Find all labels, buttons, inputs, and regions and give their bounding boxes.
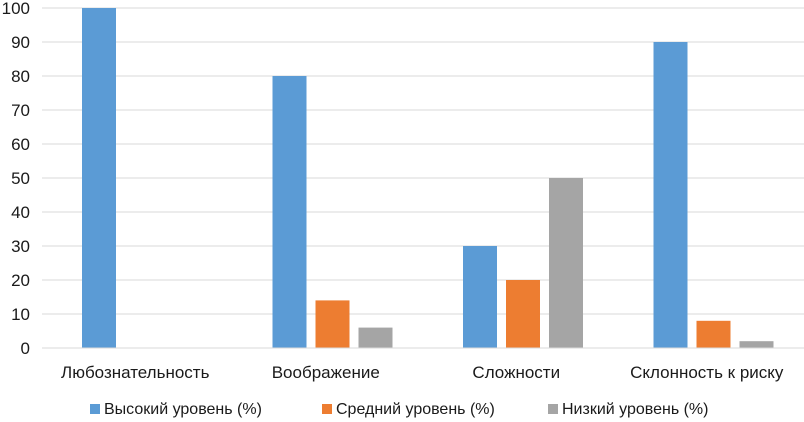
y-tick-label: 100 — [2, 0, 30, 18]
y-tick-label: 0 — [21, 339, 30, 358]
y-tick-label: 20 — [11, 271, 30, 290]
x-category-label: Воображение — [272, 363, 380, 382]
x-category-label: Сложности — [472, 363, 560, 382]
legend-label: Низкий уровень (%) — [562, 401, 708, 418]
legend-label: Высокий уровень (%) — [104, 401, 262, 418]
y-tick-label: 60 — [11, 135, 30, 154]
gridlines — [42, 7, 804, 315]
y-tick-label: 90 — [11, 33, 30, 52]
bar-3-1 — [696, 320, 731, 348]
y-tick-label: 30 — [11, 237, 30, 256]
bar-3-2 — [739, 341, 774, 348]
bars — [82, 8, 774, 348]
bar-3-0 — [653, 42, 688, 348]
y-axis-tick-labels: 0 10 20 30 40 50 60 70 80 90 100 — [2, 0, 30, 358]
bar-1-1 — [315, 300, 350, 348]
legend-swatch — [548, 404, 558, 414]
bar-2-2 — [549, 178, 583, 348]
legend-label: Средний уровень (%) — [336, 401, 495, 418]
bar-2-1 — [506, 280, 540, 348]
x-category-label: Склонность к риску — [630, 363, 784, 382]
x-category-label: Любознательность — [61, 363, 210, 382]
legend-swatch — [322, 404, 332, 414]
legend: Высокий уровень (%) Средний уровень (%) Ни… — [90, 401, 708, 418]
bar-2-0 — [463, 246, 497, 348]
y-tick-label: 70 — [11, 101, 30, 120]
bar-0-0 — [82, 8, 116, 348]
y-tick-label: 10 — [11, 305, 30, 324]
y-tick-label: 40 — [11, 203, 30, 222]
y-tick-label: 50 — [11, 169, 30, 188]
x-axis-category-labels: Любознательность Воображение Сложности Скло… — [61, 363, 784, 382]
bar-1-0 — [272, 76, 307, 348]
y-tick-label: 80 — [11, 67, 30, 86]
legend-swatch — [90, 404, 100, 414]
bar-1-2 — [358, 327, 393, 348]
